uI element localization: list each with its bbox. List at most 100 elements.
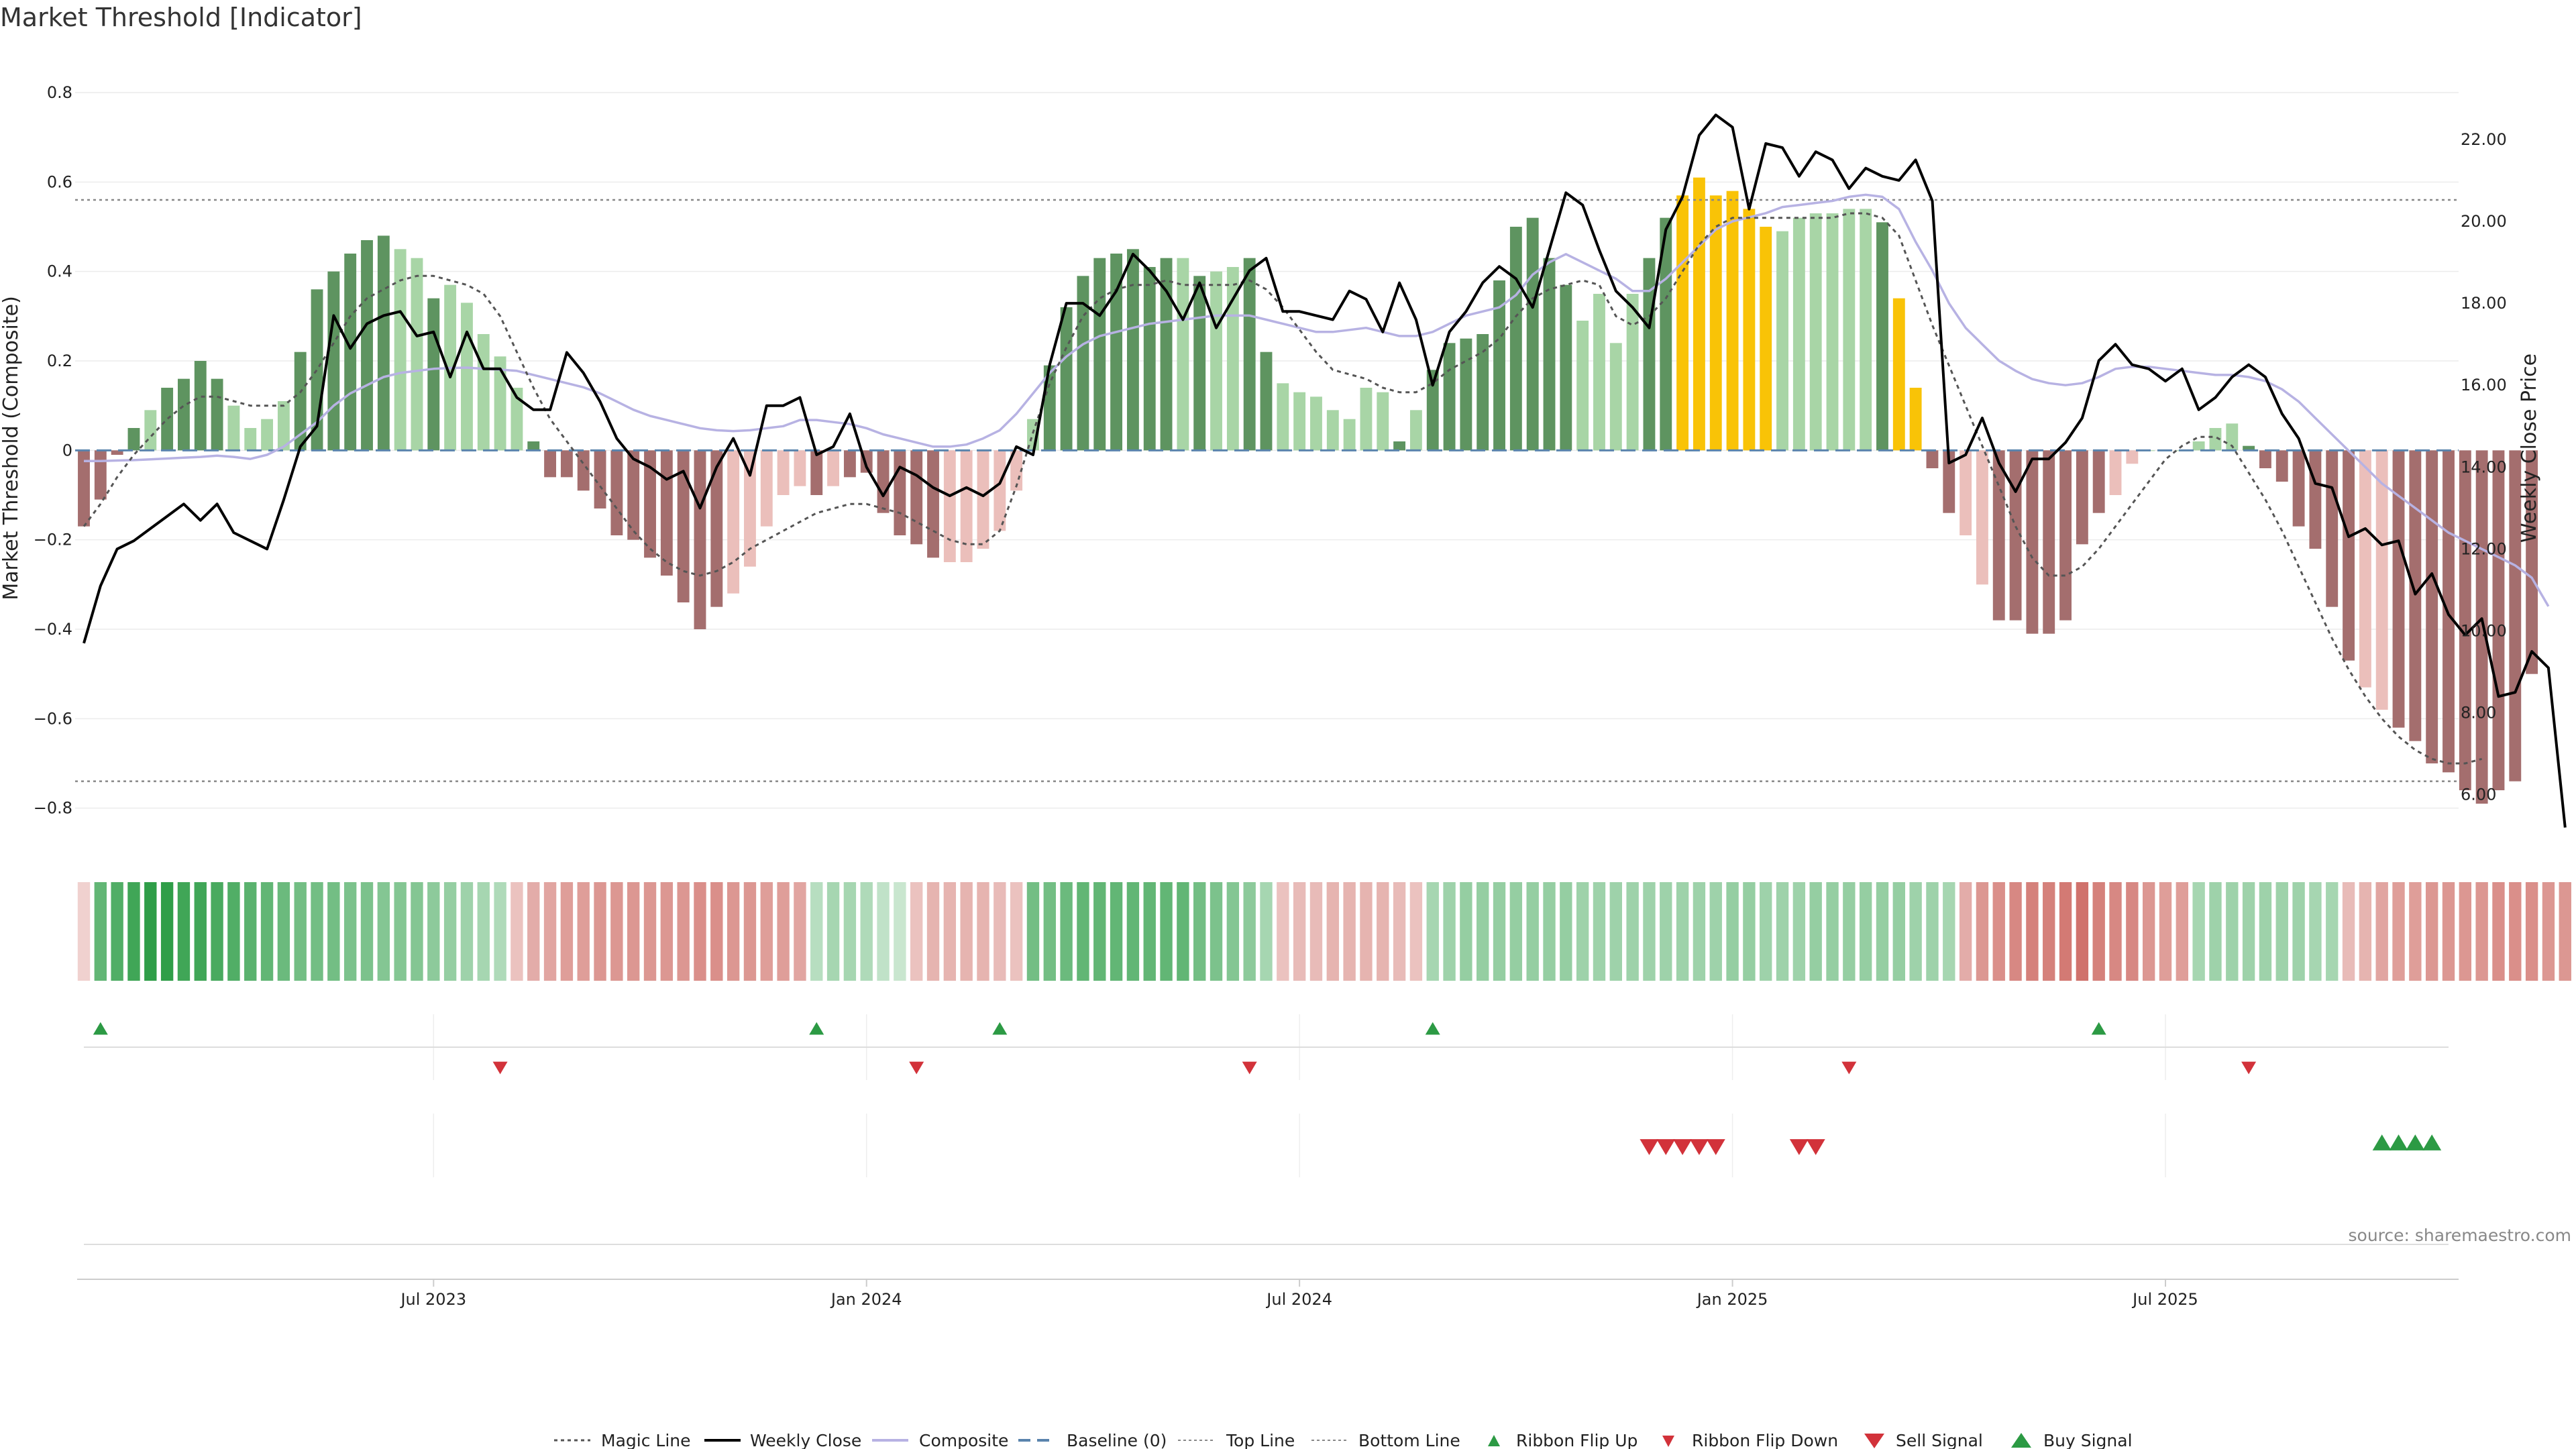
x-tick-label: Jan 2024 <box>830 1290 902 1309</box>
sell-signal-marker <box>1640 1139 1659 1155</box>
ribbon-cell <box>860 882 873 981</box>
ribbon-cell <box>810 882 823 981</box>
y-tick-label: 0.2 <box>47 352 72 370</box>
triangle-down-icon <box>1864 1434 1884 1448</box>
composite-bar <box>461 303 473 451</box>
composite-bar <box>977 450 989 549</box>
ribbon-cell <box>2192 882 2205 981</box>
ribbon-cell <box>1010 882 1023 981</box>
ribbon-cell <box>2392 882 2405 981</box>
ribbon-cell <box>1760 882 1772 981</box>
composite-bar <box>2026 450 2039 634</box>
triangle-up-icon <box>1488 1435 1500 1446</box>
ribbon-cell <box>111 882 123 981</box>
composite-bar <box>211 378 223 451</box>
composite-bar <box>477 334 490 451</box>
ribbon-cell <box>2226 882 2239 981</box>
ribbon-cell <box>994 882 1006 981</box>
ribbon-cell <box>1210 882 1223 981</box>
composite-bar <box>2343 450 2355 661</box>
ribbon-cell <box>1126 882 1140 981</box>
composite-bar <box>877 450 890 513</box>
composite-bar <box>511 388 523 451</box>
ribbon-cell <box>443 882 457 981</box>
composite-bar <box>1626 294 1639 451</box>
ribbon-cell <box>1243 882 1256 981</box>
composite-bar <box>1443 343 1456 451</box>
composite-bar <box>1143 267 1156 451</box>
ribbon-cell <box>777 882 790 981</box>
buy-signal-marker <box>2389 1134 2408 1150</box>
ribbon-cell <box>1443 882 1456 981</box>
legend-label: Ribbon Flip Up <box>1516 1431 1638 1449</box>
ribbon-cell <box>2275 882 2288 981</box>
composite-bar <box>744 450 756 567</box>
ribbon-cell <box>277 882 290 981</box>
legend: Magic Line Weekly Close Composite Baseli… <box>554 1431 2133 1449</box>
legend-label: Ribbon Flip Down <box>1692 1431 1838 1449</box>
composite-bar <box>2326 450 2339 607</box>
ribbon-cell <box>511 882 523 981</box>
composite-bar <box>1409 410 1422 451</box>
y2-tick-label: 6.00 <box>2461 786 2496 804</box>
x-tick-label: Jul 2023 <box>399 1290 466 1309</box>
ribbon-cell <box>494 882 506 981</box>
ribbon-cell <box>1077 882 1089 981</box>
composite-bar <box>2126 450 2139 464</box>
y2-tick-label: 10.00 <box>2461 622 2507 641</box>
ribbon-cell <box>2026 882 2039 981</box>
ribbon-cell <box>1409 882 1423 981</box>
ribbon-cell <box>1593 882 1606 981</box>
ribbon-cell <box>1859 882 1872 981</box>
composite-bar <box>144 410 157 451</box>
x-tick-label: Jul 2025 <box>2131 1290 2198 1309</box>
composite-bar <box>2392 450 2405 728</box>
ribbon-cell <box>2043 882 2055 981</box>
composite-bar <box>2359 450 2371 688</box>
ribbon-cell <box>377 882 390 981</box>
composite-bar <box>361 240 373 451</box>
ribbon-cell <box>1926 882 1939 981</box>
composite-bar <box>2192 441 2205 451</box>
x-axis: Jul 2023 Jan 2024 Jul 2024 Jan 2025 Jul 2025 <box>77 1279 2459 1309</box>
composite-bar <box>1177 258 1189 451</box>
ribbon-flip-up-marker <box>2091 1022 2106 1035</box>
composite-bar <box>894 450 906 535</box>
ribbon-cell <box>1393 882 1406 981</box>
ribbon-cell <box>2509 882 2522 981</box>
ribbon-cell <box>1959 882 1972 981</box>
ribbon-cell <box>260 882 274 981</box>
ribbon-cell <box>194 882 207 981</box>
ribbon-cell <box>577 882 590 981</box>
ribbon-cell <box>910 882 923 981</box>
ribbon-cell <box>610 882 623 981</box>
composite-bars <box>78 177 2538 804</box>
ribbon-cell <box>127 882 140 981</box>
composite-bar <box>1892 298 1905 451</box>
ribbon-cell <box>1576 882 1589 981</box>
y2-tick-label: 20.00 <box>2461 212 2507 231</box>
y-axis-left: 0.8 0.6 0.4 0.2 0 −0.2 −0.4 −0.6 −0.8 <box>34 83 72 818</box>
ribbon-cell <box>760 882 773 981</box>
legend-label: Weekly Close <box>750 1431 861 1449</box>
composite-bar <box>1943 450 1955 513</box>
sell-signal-marker <box>1789 1139 1809 1155</box>
ribbon-cell <box>1160 882 1173 981</box>
legend-bottom-line: Bottom Line <box>1311 1431 1460 1449</box>
ribbon-flip-down-marker <box>1242 1061 1257 1075</box>
composite-bar <box>1976 450 1988 585</box>
ribbon-cell <box>1260 882 1273 981</box>
composite-bar <box>2209 428 2222 451</box>
ribbon-cell <box>94 882 107 981</box>
composite-bar <box>2426 450 2438 763</box>
composite-bar <box>1609 343 1622 451</box>
chart-title: Market Threshold [Indicator] <box>0 3 362 32</box>
composite-bar <box>1743 209 1756 451</box>
composite-bar <box>1926 450 1939 468</box>
composite-bar <box>843 450 856 478</box>
composite-bar <box>1960 450 1972 535</box>
composite-bar <box>394 249 407 451</box>
ribbon-cell <box>1460 882 1472 981</box>
legend-label: Sell Signal <box>1896 1431 1983 1449</box>
lines-layer <box>75 113 2567 828</box>
